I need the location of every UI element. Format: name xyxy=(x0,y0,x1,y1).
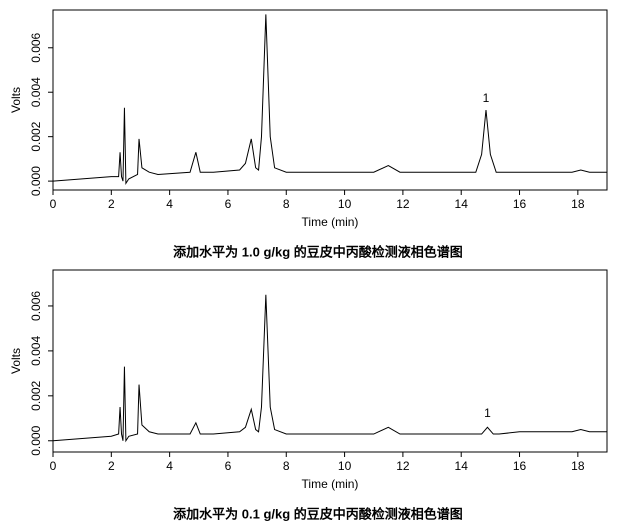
y-tick-label: 0.006 xyxy=(29,32,43,62)
x-tick-label: 18 xyxy=(571,459,585,473)
x-tick-label: 14 xyxy=(455,459,469,473)
x-tick-label: 10 xyxy=(338,459,352,473)
x-tick-label: 6 xyxy=(225,197,232,211)
x-tick-label: 12 xyxy=(396,197,410,211)
x-tick-label: 18 xyxy=(571,197,585,211)
y-axis-label: Volts xyxy=(9,87,23,113)
y-tick-label: 0.002 xyxy=(29,380,43,410)
x-tick-label: 14 xyxy=(455,197,469,211)
peak-label: 1 xyxy=(484,406,491,420)
x-tick-label: 4 xyxy=(166,459,173,473)
x-tick-label: 0 xyxy=(50,197,57,211)
x-tick-label: 12 xyxy=(396,459,410,473)
x-tick-label: 10 xyxy=(338,197,352,211)
plot-frame xyxy=(52,9,608,191)
y-tick-label: 0.002 xyxy=(29,121,43,151)
x-tick-label: 2 xyxy=(108,459,115,473)
x-axis-label: Time (min) xyxy=(302,477,359,491)
x-tick-label: 16 xyxy=(513,459,527,473)
plot-frame xyxy=(52,269,608,453)
x-tick-label: 0 xyxy=(50,459,57,473)
y-tick-label: 0.006 xyxy=(29,291,43,321)
chart-caption: 添加水平为 0.1 g/kg 的豆皮中丙酸检测液相色谱图 xyxy=(173,506,463,521)
x-tick-label: 8 xyxy=(283,459,290,473)
chart-caption: 添加水平为 1.0 g/kg 的豆皮中丙酸检测液相色谱图 xyxy=(173,244,463,259)
y-tick-label: 0.004 xyxy=(29,336,43,366)
trace-line xyxy=(52,294,607,443)
x-tick-label: 4 xyxy=(166,197,173,211)
trace-line xyxy=(52,14,607,185)
x-tick-label: 16 xyxy=(513,197,527,211)
x-tick-label: 2 xyxy=(108,197,115,211)
y-tick-label: 0.000 xyxy=(29,425,43,455)
y-tick-label: 0.004 xyxy=(29,77,43,107)
y-tick-label: 0.000 xyxy=(29,166,43,196)
y-axis-label: Volts xyxy=(9,348,23,374)
x-axis-label: Time (min) xyxy=(302,215,359,229)
x-tick-label: 6 xyxy=(225,459,232,473)
peak-label: 1 xyxy=(483,91,490,105)
x-tick-label: 8 xyxy=(283,197,290,211)
